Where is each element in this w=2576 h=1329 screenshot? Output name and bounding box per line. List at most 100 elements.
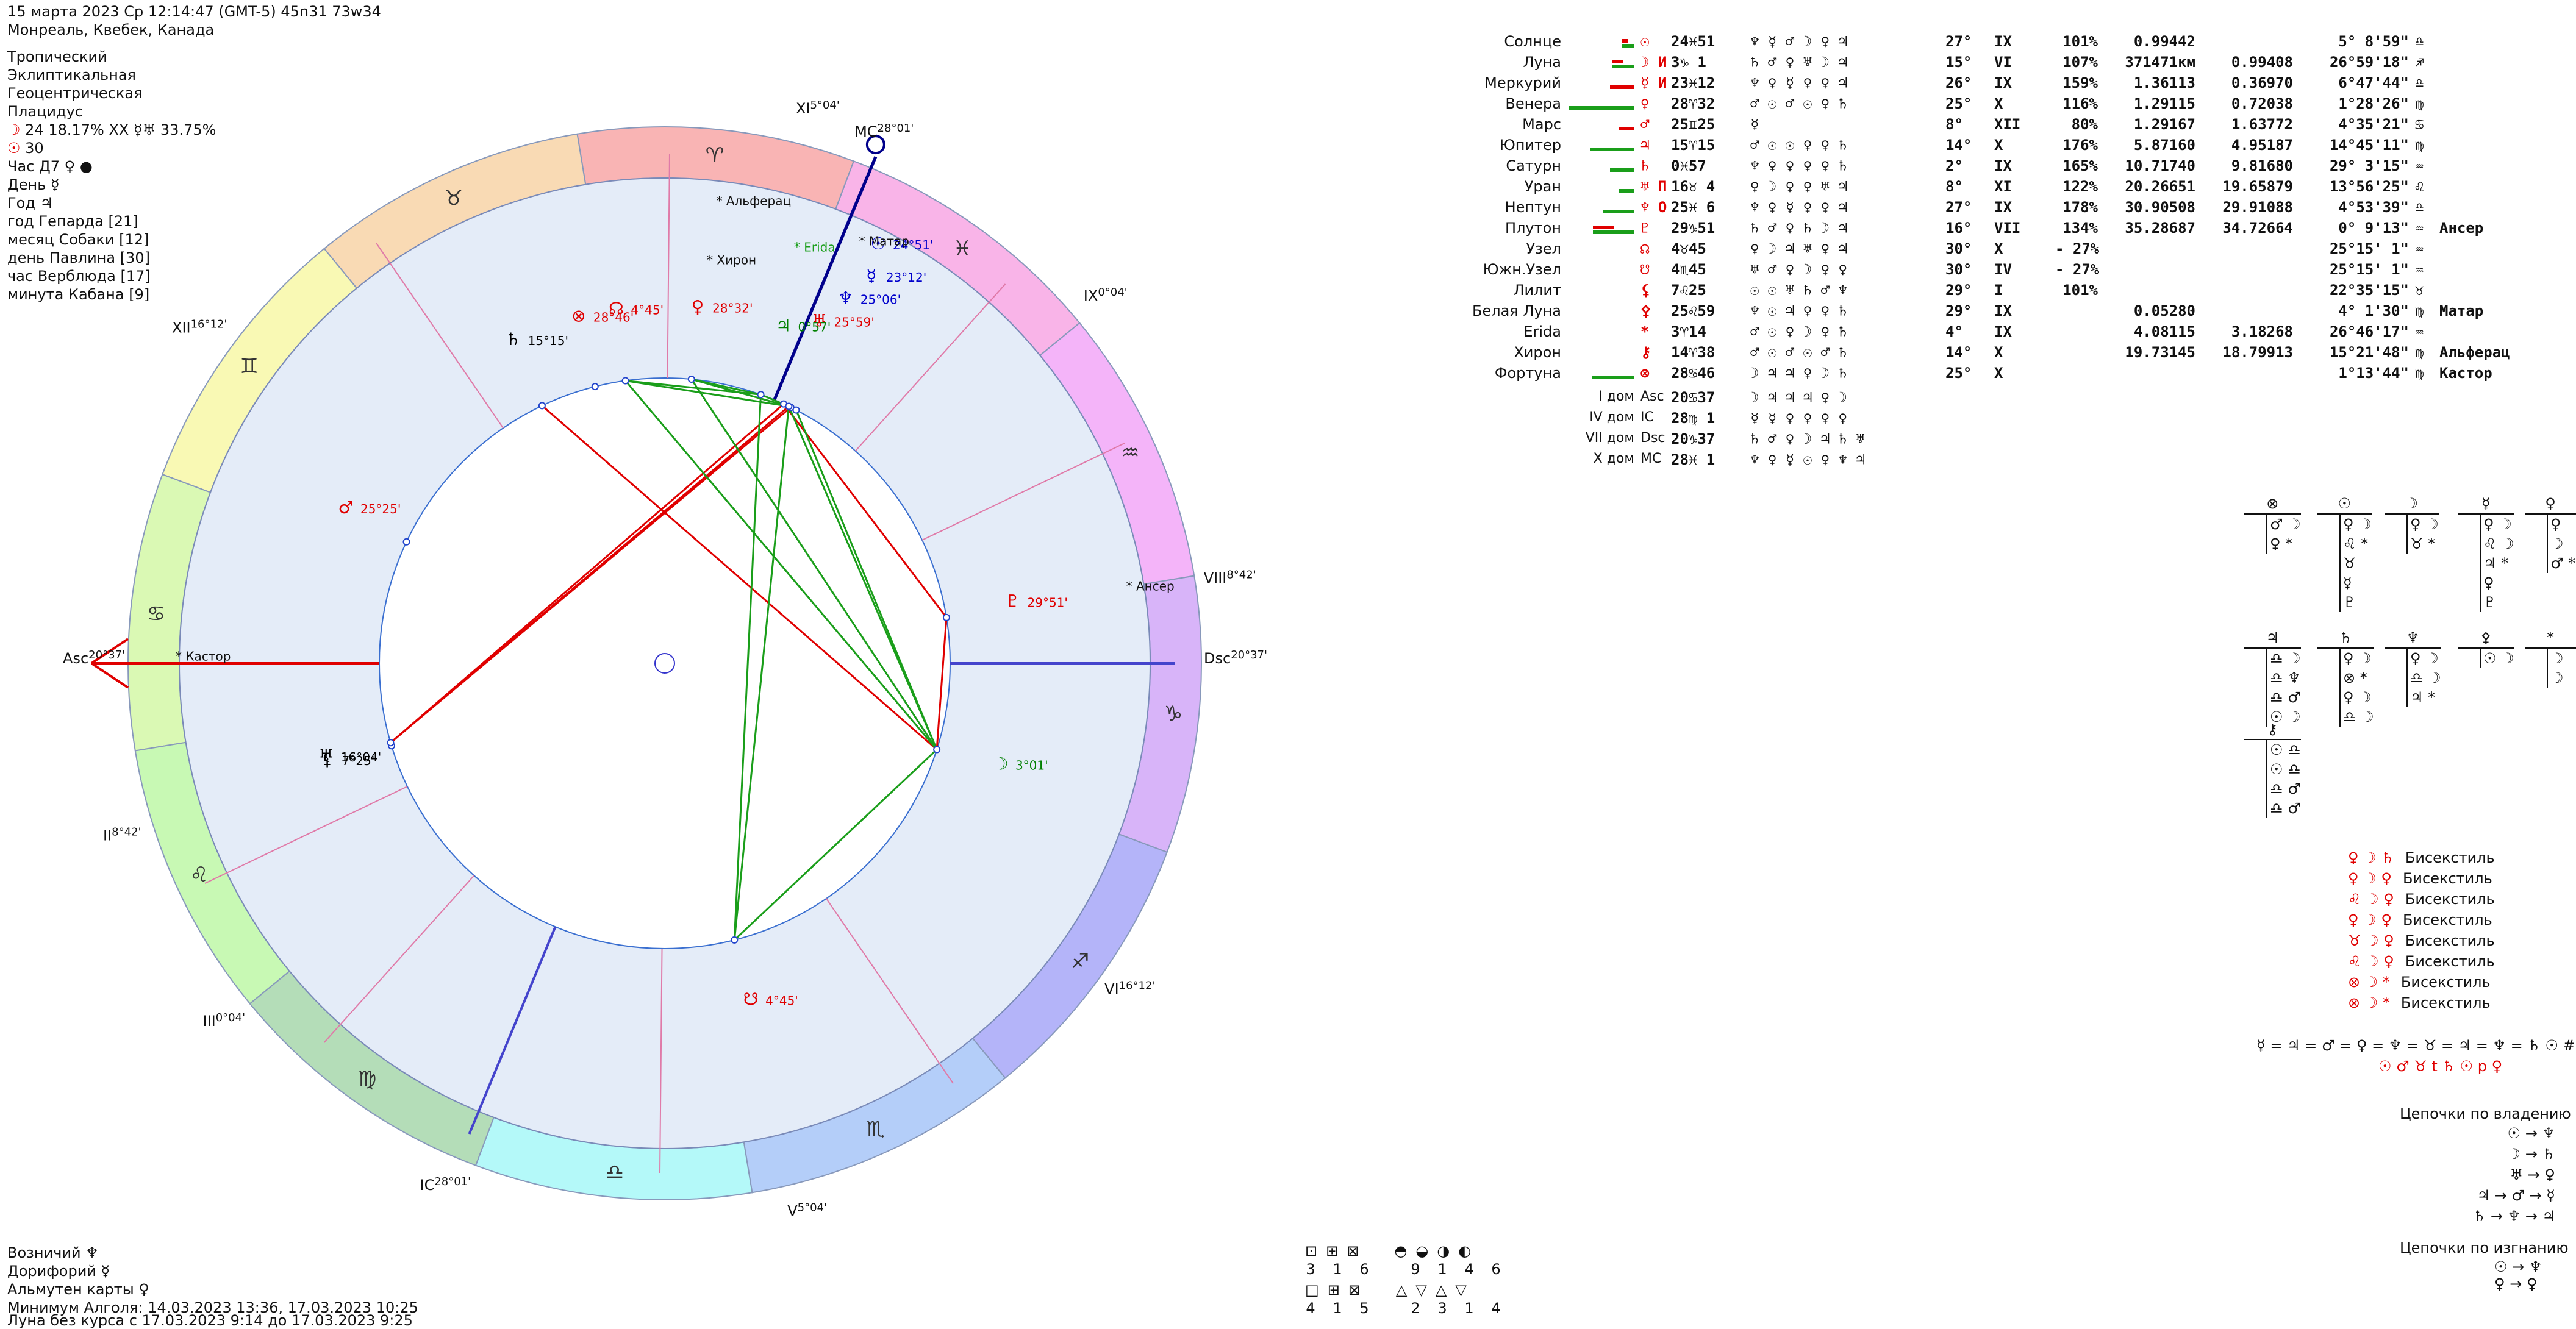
planet-name: Луна [1523,54,1561,71]
dispositor-entry: ♎ ♂ [2266,779,2301,799]
planet-symbol: ♆ О [1640,199,1667,216]
circle-half3-icon: ◑ [1437,1242,1450,1260]
footer-charioteer: Возничий ♆ [7,1244,99,1261]
planet-house: IV [1994,261,2012,278]
cusp-label: V5°04' [787,1201,827,1219]
stat-value: 4 [1491,1300,1501,1317]
planet-declination: 25°15' 1" [2329,261,2409,278]
planet-marker [942,613,950,621]
planet-speed: 371471км [2125,54,2195,71]
planet-position: 25♌59 [1671,302,1716,319]
planet-pct: 122% [2063,178,2098,195]
planet-pct: 101% [2063,33,2098,50]
planet-rulers: ♆ ☿ ♂ ☽ ♀ ♃ [1750,33,1847,50]
house-name: VII дом [1585,430,1634,446]
jupiter-icon: ♃ [40,194,54,212]
house-cusp-line [826,898,954,1084]
dispositor-entry: ♎ ♂ [2266,688,2301,707]
dispositor-entry: ♃ * [2406,688,2441,707]
planet-star: Ансер [2439,219,2484,237]
planet-name: Меркурий [1484,74,1561,91]
planet-rulers: ♂ ☉ ♂ ☉ ♀ ♄ [1750,95,1847,112]
planet-speed: 1.29167 [2133,116,2195,133]
asc-arrow [90,638,129,689]
planet-degree: 28°32' [712,301,753,316]
planet-name: Венера [1505,95,1561,112]
setting-center: Геоцентрическая [7,85,143,102]
year-line: Год ♃ [7,194,54,212]
planet-row: Венера ♀ 28♈32 ♂ ☉ ♂ ☉ ♀ ♄ 25° X 116% 1.29115 0.… [0,95,2424,116]
stat-value: 1 [1464,1300,1474,1317]
mercury-icon: ☿ [134,121,143,138]
star-label: * Хирон [707,253,756,268]
star-label: * Матар [859,233,909,248]
dispositor-column: ☿ ♀ ☽ ♌ ☽ ♃ * ♀ ♇ [2458,494,2514,612]
house-row: X дом MC 28♓ 1 ♆ ♀ ☿ ☉ ♀ ♆ ♃ [0,451,1952,472]
planet-distance: 4.95187 [2231,137,2293,154]
house-position: 28♓ 1 [1671,451,1716,468]
sign-glyph: ♊ [240,354,259,379]
planet-declination: 6°47'44" [2338,74,2409,91]
planet-rulers: ♆ ♀ ♀ ♀ ♀ ♄ [1750,157,1847,174]
square-icon: □ [1305,1281,1319,1299]
house-symbol: IC [1640,410,1654,425]
planet-house: IX [1994,302,2012,319]
setting-coords: Эклиптикальная [7,66,136,84]
planet-name: Солнце [1504,33,1561,50]
planet-marker [933,746,941,754]
planet-glyph: ♇ [1005,591,1020,611]
planet-house: IX [1994,157,2012,174]
house-name: X дом [1593,451,1634,466]
planet-house-deg: 2° [1945,157,1963,174]
planet-pct: - 27% [2055,240,2100,257]
aspect-line [733,394,762,940]
planet-speed: 0.99442 [2133,33,2195,50]
planet-position: 15♈15 [1671,137,1716,154]
planet-pct: 165% [2063,157,2098,174]
dispositor-entry: ♀ ☽ [2406,649,2441,668]
dispositor-column: ⚷ ☉ ♎ ☉ ♎ ♎ ♂ ♎ ♂ [2244,719,2301,818]
planet-name: Фортуна [1494,365,1561,382]
house-rulers: ♆ ♀ ☿ ☉ ♀ ♆ ♃ [1750,451,1865,468]
strength-bar [1612,65,1634,68]
aspect-row: ♌ ☽ ♀ Бисекстиль [2348,889,2495,910]
dispositor-head: ♀ [2525,494,2576,515]
sign-glyph: ♈ [706,143,724,168]
triangle-up2-icon: △ [1435,1281,1447,1299]
planet-speed: 1.29115 [2133,95,2195,112]
planet-rulers: ♅ ♂ ♀ ☽ ♀ ♀ [1750,261,1847,278]
house-cusp-line [921,443,1125,541]
dispositor-entry: ♀ ☽ [2339,688,2374,707]
dispositor-entry: ♌ ☽ [2480,534,2514,554]
weakness-bar [1593,226,1614,229]
planet-house: IX [1994,199,2012,216]
planet-name: Уран [1524,178,1561,195]
planet-row: Южн.Узел ☋ 4♏45 ♅ ♂ ♀ ☽ ♀ ♀ 30° IV - 27% 25°15'… [0,261,2424,282]
stat-value: 1 [1333,1261,1342,1278]
planet-labels: ♅ 25°59' ♆ 25°06' ☿ 23°12' ☉ 24°51' ♃ 0°57' ♇ 29°51… [318,233,1068,1010]
aspect-row: ♉ ☽ ♀ Бисекстиль [2348,930,2495,951]
planet-rulers: ♆ ♀ ☿ ♀ ♀ ♃ [1750,74,1847,91]
stat-value: 5 [1359,1300,1369,1317]
house-position: 20♑37 [1671,430,1716,447]
planet-house: IX [1994,323,2012,340]
formula-line-2: ☉ ♂ ♉ t ♄ ☉ p ♀ [2378,1058,2503,1075]
cusp-label: VIII8°42' [1204,568,1256,586]
footer-moon-void: Луна без курса с 17.03.2023 9:14 до 17.0… [7,1312,413,1329]
aspect-label: Бисекстиль [2405,953,2495,970]
stat-value: 9 [1411,1261,1420,1278]
planet-glyph: ♀ [692,297,704,317]
planet-name: Белая Луна [1472,302,1561,319]
planet-glyph: ♆ [838,288,853,308]
stat-value: 4 [1464,1261,1474,1278]
house-name: I дом [1598,389,1634,404]
dispositor-entry: ♀ [2480,573,2514,593]
planet-symbol: ♇ [1640,219,1650,237]
stat-value: 1 [1437,1261,1447,1278]
planet-position: 4♏45 [1671,261,1706,278]
planet-rulers: ♆ ♀ ☿ ♀ ♀ ♃ [1750,199,1847,216]
planet-distance: 1.63772 [2231,116,2293,133]
planet-marker [687,376,695,383]
new-moon-dot: ● [79,158,93,175]
sign-glyph: ♍ [358,1067,376,1091]
